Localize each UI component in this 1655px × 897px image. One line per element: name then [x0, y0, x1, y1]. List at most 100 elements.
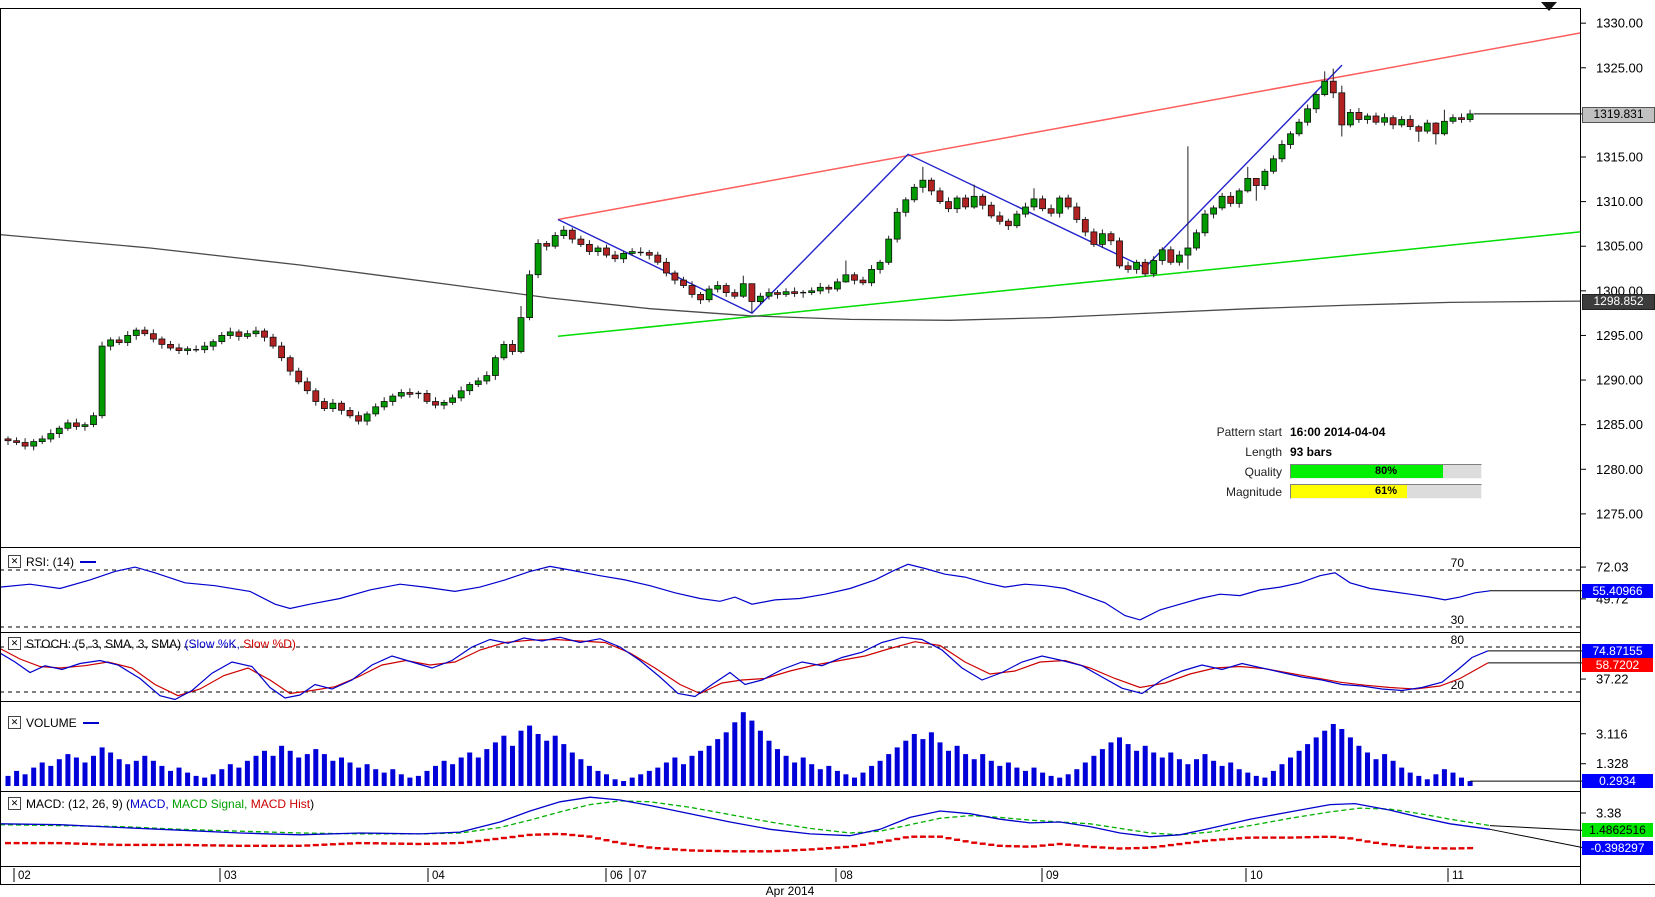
volume-bar	[1279, 764, 1285, 786]
candle-down	[1064, 197, 1072, 208]
candle-up	[970, 195, 978, 208]
magnitude-bar-fill	[1291, 485, 1407, 498]
price-tick-label: 1280.00	[1596, 462, 1643, 477]
candle-up	[90, 415, 97, 426]
pattern-info-panel: Pattern start 16:00 2014-04-04 Length 93…	[1198, 424, 1482, 504]
macd-hist-dash	[885, 839, 892, 842]
rsi-level-label: 70	[1451, 556, 1465, 570]
macd-hist-dash	[928, 835, 935, 838]
candle-up	[55, 427, 63, 435]
candle-down	[158, 338, 166, 345]
macd-hist-dash	[500, 836, 507, 840]
macd-hist-dash	[543, 833, 550, 836]
volume-bar	[928, 732, 934, 786]
stoch-checkbox-icon[interactable]: ✕	[8, 637, 21, 650]
volume-bar	[1108, 742, 1114, 786]
volume-bar	[757, 730, 763, 786]
candle-down	[774, 292, 781, 295]
candle-up	[466, 384, 474, 392]
candle-up	[1304, 108, 1311, 123]
candle-up	[919, 179, 927, 188]
macd-hist-dash	[1039, 844, 1046, 847]
macd-hist-dash	[1407, 845, 1414, 848]
volume-bar	[894, 747, 900, 786]
macd-hist-dash	[347, 842, 353, 845]
macd-hist-dash	[1090, 845, 1097, 849]
candle-up	[47, 433, 55, 440]
candle-up	[1398, 119, 1406, 126]
candle-up	[757, 295, 764, 303]
macd-hist-dash	[227, 844, 234, 847]
volume-bar	[1390, 760, 1396, 786]
stoch-label: STOCH: (5, 3, SMA, 3, SMA)	[26, 636, 185, 651]
macd-hist-dash	[1125, 847, 1132, 850]
macd-hist-dash	[577, 834, 584, 837]
macd-hist-dash	[766, 850, 772, 853]
rsi-checkbox-icon[interactable]: ✕	[8, 555, 21, 568]
macd-hist-dash	[424, 842, 430, 845]
macd-hist-dash	[569, 833, 576, 837]
macd-hist-dash	[1347, 837, 1354, 840]
candle-down	[645, 252, 653, 256]
macd-hist-dash	[714, 849, 721, 853]
candle-up	[1270, 158, 1277, 172]
volume-bar	[1151, 752, 1157, 786]
volume-bar	[937, 742, 943, 786]
pattern-start-row: Pattern start 16:00 2014-04-04	[1198, 424, 1482, 439]
candle-down	[568, 229, 576, 240]
macd-hist-dash	[834, 846, 841, 849]
volume-bar	[1048, 775, 1054, 786]
macd-hist-dash	[415, 842, 422, 846]
macd-hist-dash	[1013, 845, 1020, 848]
candle-down	[261, 330, 268, 338]
macd-checkbox-icon[interactable]: ✕	[8, 797, 21, 810]
volume-bar	[749, 720, 755, 786]
volume-bar	[1031, 767, 1037, 786]
volume-bar	[783, 755, 789, 786]
macd-hist-dash	[1202, 839, 1208, 843]
current-price-box: 1319.831	[1582, 106, 1655, 123]
candle-up	[705, 288, 713, 301]
candle-up	[842, 274, 850, 283]
volume-bar	[244, 760, 250, 786]
candle-up	[893, 211, 901, 240]
macd-hist-dash	[996, 844, 1003, 847]
volume-bar	[681, 764, 686, 786]
macd-hist-dash	[56, 841, 63, 845]
macd-hist-dash	[458, 841, 465, 845]
macd-line-label: MACD,	[130, 796, 169, 811]
macd-hist-dash	[1398, 844, 1405, 848]
volume-bar	[407, 777, 413, 786]
candle-down	[1252, 177, 1260, 186]
candle-down	[149, 333, 157, 340]
volume-bar	[997, 765, 1003, 786]
macd-hist-dash	[860, 843, 866, 846]
ma-value-box: 1298.852	[1582, 294, 1655, 311]
macd-hist-dash	[1193, 840, 1200, 844]
macd-hist-dash	[124, 843, 131, 847]
volume-bar	[142, 755, 148, 786]
candle-down	[73, 422, 80, 427]
macd-hist-dash	[167, 843, 174, 847]
volume-bar	[390, 769, 396, 786]
macd-axis-tick-label: 3.38	[1596, 805, 1621, 820]
pattern-magnitude-row: Magnitude 61%	[1198, 484, 1482, 499]
candle-up	[363, 413, 371, 422]
volume-bar	[347, 762, 353, 786]
macd-hist-dash	[518, 834, 524, 838]
candle-up	[594, 247, 602, 252]
volume-bar	[339, 757, 344, 786]
candle-down	[355, 415, 363, 422]
candle-up	[1056, 197, 1064, 214]
macd-hist-dash	[261, 844, 268, 847]
candle-up	[397, 392, 405, 397]
volume-checkbox-icon[interactable]: ✕	[8, 716, 21, 729]
candle-up	[201, 345, 209, 351]
macd-hist-dash	[1150, 846, 1157, 849]
volume-bar	[1125, 744, 1131, 786]
candle-up	[902, 199, 910, 213]
macd-hist-dash	[475, 839, 482, 843]
macd-hist-dash	[851, 844, 858, 848]
